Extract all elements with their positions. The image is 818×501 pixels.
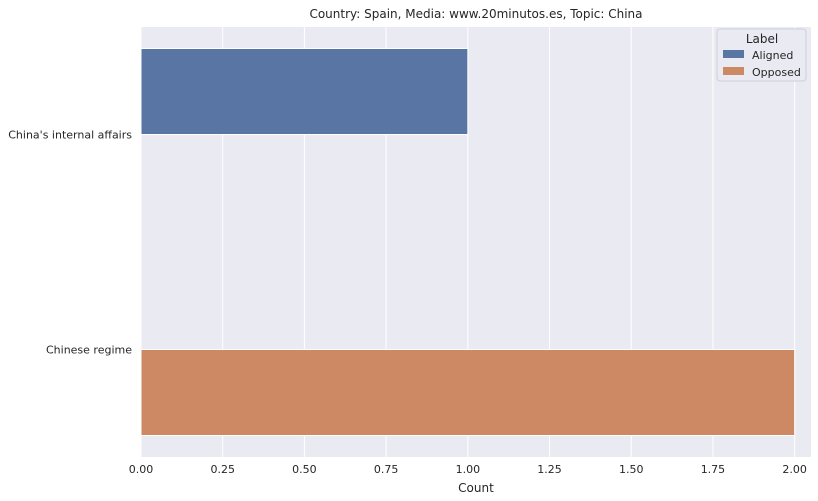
- x-tick-label: 1.50: [619, 463, 644, 476]
- x-tick-label: 0.75: [374, 463, 399, 476]
- x-axis-label: Count: [458, 481, 494, 495]
- x-tick-label: 2.00: [782, 463, 807, 476]
- y-tick-label: China's internal affairs: [8, 129, 132, 142]
- legend-title: Label: [746, 32, 778, 46]
- legend-label-opposed: Opposed: [752, 66, 801, 79]
- legend: Label Aligned Opposed: [716, 28, 807, 82]
- x-tick-label: 0.50: [292, 463, 317, 476]
- legend-swatch-aligned: [723, 50, 744, 58]
- legend-label-aligned: Aligned: [752, 49, 793, 62]
- x-tick-label: 0.00: [129, 463, 154, 476]
- x-tick-label: 0.25: [210, 463, 235, 476]
- x-tick-labels: 0.00 0.25 0.50 0.75 1.00 1.25 1.50 1.75 2.00: [129, 463, 807, 476]
- chart-title: Country: Spain, Media: www.20minutos.es,…: [309, 7, 642, 21]
- x-tick-label: 1.25: [537, 463, 562, 476]
- x-tick-label: 1.00: [456, 463, 481, 476]
- bar-aligned-0: [140, 48, 469, 135]
- bar-opposed-1: [140, 349, 796, 436]
- y-tick-labels: China's internal affairs Chinese regime: [8, 129, 132, 357]
- legend-swatch-opposed: [723, 67, 744, 75]
- y-tick-label: Chinese regime: [46, 344, 132, 357]
- bars: [140, 48, 796, 436]
- x-tick-label: 1.75: [701, 463, 726, 476]
